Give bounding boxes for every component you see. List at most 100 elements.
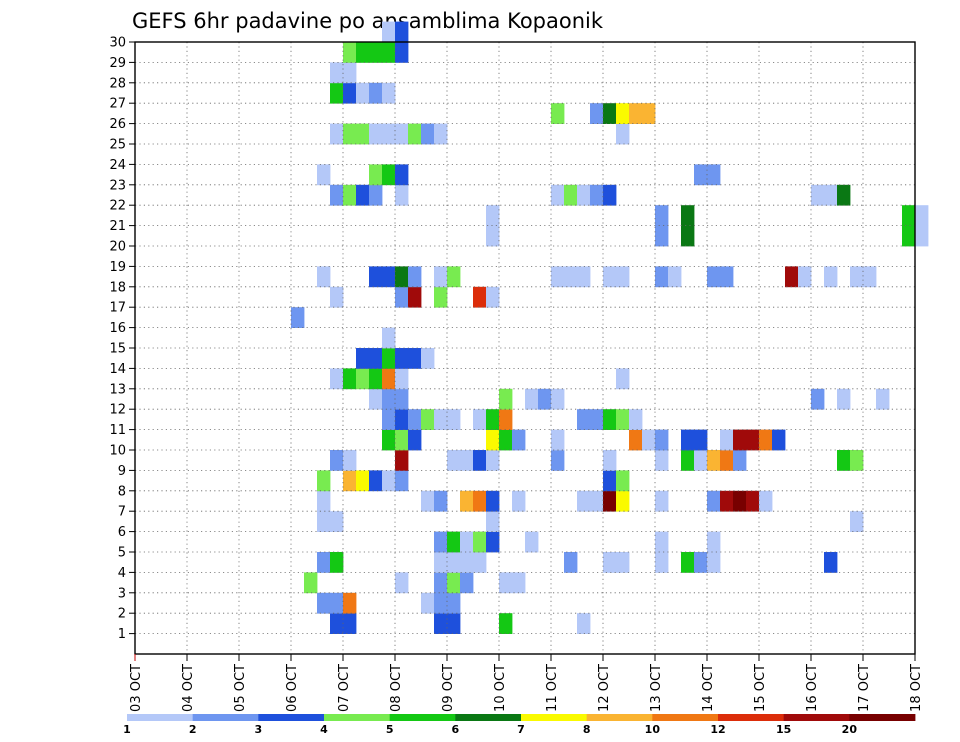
heatmap-cell <box>473 409 487 430</box>
heatmap-cell <box>447 266 461 288</box>
x-tick-label: 17 OCT <box>857 664 872 712</box>
heatmap-cell <box>655 490 669 512</box>
heatmap-cell <box>850 450 864 471</box>
heatmap-cell <box>434 592 448 614</box>
heatmap-cell <box>694 552 708 573</box>
heatmap-cell <box>395 388 409 410</box>
heatmap-cell <box>343 123 357 145</box>
heatmap-cell <box>382 470 396 492</box>
heatmap-cell <box>395 123 409 145</box>
heatmap-cell <box>421 490 435 512</box>
heatmap-cell <box>369 123 383 145</box>
heatmap-cell <box>395 42 409 63</box>
legend-label: 8 <box>583 723 591 736</box>
heatmap-cell <box>447 409 461 430</box>
x-tick-label: 16 OCT <box>805 664 820 712</box>
heatmap-cell <box>447 592 461 614</box>
heatmap-cell <box>382 82 396 104</box>
x-tick-label: 10 OCT <box>493 664 508 712</box>
y-tick-label: 29 <box>109 56 126 71</box>
heatmap-cell <box>460 572 474 594</box>
legend-swatch <box>783 714 850 721</box>
y-tick-label: 1 <box>118 627 126 642</box>
heatmap-cell <box>317 164 331 186</box>
heatmap-cell <box>486 225 500 247</box>
heatmap-cell <box>902 205 916 226</box>
legend-swatch <box>718 714 785 721</box>
heatmap-cell <box>850 511 864 532</box>
heatmap-cell <box>395 21 409 43</box>
heatmap-cell <box>694 450 708 471</box>
heatmap-cell <box>447 572 461 594</box>
heatmap-cell <box>486 409 500 430</box>
heatmap-cell <box>525 388 539 410</box>
heatmap-cell <box>421 592 435 614</box>
heatmap-cell <box>863 266 877 288</box>
heatmap-cell <box>590 490 604 512</box>
heatmap-cell <box>369 266 383 288</box>
heatmap-cell <box>837 184 851 206</box>
heatmap-cell <box>720 450 734 471</box>
y-axis: 1234567891011121314151617181920212223242… <box>109 36 135 642</box>
heatmap-cell <box>473 450 487 471</box>
heatmap-cell <box>330 613 344 634</box>
heatmap-cell <box>369 184 383 206</box>
x-tick-label: 06 OCT <box>285 664 300 712</box>
heatmap-cell <box>512 490 526 512</box>
heatmap-cell <box>343 613 357 634</box>
heatmap-cell <box>915 225 929 247</box>
heatmap-cell <box>343 450 357 471</box>
heatmap-cell <box>330 82 344 104</box>
heatmap-cell <box>486 429 500 451</box>
heatmap-cell <box>629 103 643 124</box>
x-axis: 03 OCT 04 OCT 05 OCT 06 OCT 07 OCT 08 OCT 09 O… <box>129 654 924 712</box>
y-tick-label: 13 <box>109 382 126 397</box>
heatmap-cell <box>590 103 604 124</box>
y-tick-label: 4 <box>118 566 126 581</box>
heatmap-cell <box>824 552 838 573</box>
heatmap-cell <box>681 552 695 573</box>
y-tick-label: 24 <box>109 158 126 173</box>
heatmap-cell <box>356 82 370 104</box>
heatmap-cell <box>486 205 500 226</box>
heatmap-cell <box>720 429 734 451</box>
heatmap-cell <box>876 388 890 410</box>
heatmap-cell <box>447 552 461 573</box>
heatmap-cell <box>408 123 422 145</box>
heatmap-cell <box>707 266 721 288</box>
y-tick-label: 9 <box>118 464 126 479</box>
heatmap-cells <box>291 21 929 634</box>
heatmap-cell <box>343 42 357 63</box>
heatmap-cell <box>720 266 734 288</box>
heatmap-cell <box>395 286 409 308</box>
heatmap-cell <box>538 388 552 410</box>
heatmap-cell <box>434 552 448 573</box>
y-tick-label: 21 <box>109 219 126 234</box>
heatmap-cell <box>343 368 357 390</box>
heatmap-cell <box>330 62 344 84</box>
heatmap-cell <box>616 266 630 288</box>
heatmap-cell <box>356 368 370 390</box>
grid-lines <box>135 42 915 654</box>
heatmap-cell <box>655 552 669 573</box>
heatmap-cell <box>421 348 435 369</box>
heatmap-cell <box>434 531 448 553</box>
legend-label: 3 <box>255 723 263 736</box>
heatmap-cell <box>434 266 448 288</box>
heatmap-cell <box>616 368 630 390</box>
legend-label: 10 <box>645 723 661 736</box>
heatmap-cell <box>551 103 565 124</box>
heatmap-cell <box>330 552 344 573</box>
x-tick-label: 15 OCT <box>753 664 768 712</box>
y-tick-label: 17 <box>109 301 126 316</box>
heatmap-cell <box>330 368 344 390</box>
heatmap-cell <box>616 103 630 124</box>
heatmap-cell <box>590 184 604 206</box>
heatmap-cell <box>382 388 396 410</box>
heatmap-cell <box>330 450 344 471</box>
heatmap-cell <box>616 409 630 430</box>
heatmap-cell <box>343 470 357 492</box>
y-tick-label: 14 <box>109 362 126 377</box>
y-tick-label: 6 <box>118 525 126 540</box>
heatmap-cell <box>369 388 383 410</box>
